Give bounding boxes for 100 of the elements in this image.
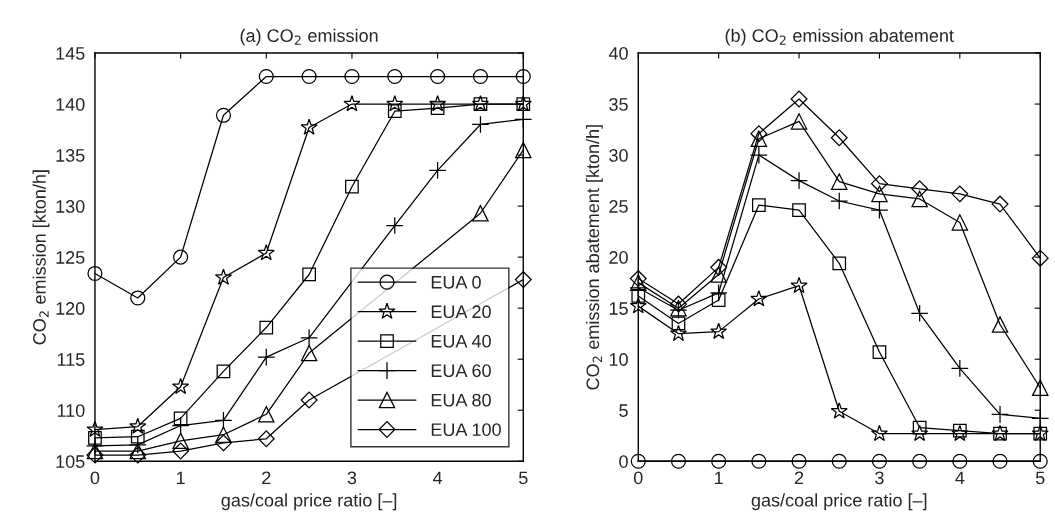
y-tick-label: 0 [619,455,628,468]
y-tick-label: 125 [56,251,85,264]
point [991,405,1009,424]
point [172,377,190,395]
point [671,316,686,331]
point [751,198,766,212]
point [831,453,847,469]
point [630,453,646,469]
legend-label: EUA 0 [431,275,481,289]
point [950,359,969,378]
y-tick-label: 120 [56,302,85,315]
point [1031,379,1049,397]
point [387,68,403,85]
point [872,345,887,359]
y-tick-label: 5 [619,404,628,417]
point [87,265,103,282]
y-tick-label: 145 [56,47,85,60]
point [991,195,1009,213]
y-tick-label: 10 [609,353,628,366]
point [669,324,688,342]
point [343,95,361,112]
point [128,435,147,454]
point [129,442,147,460]
point [215,426,232,443]
point [430,101,445,116]
point [1031,249,1049,267]
point [257,348,276,367]
point [871,453,888,469]
x-axis-title: gas/coal price ratio [–] [221,493,397,511]
point [258,406,275,423]
y-tick-label: 130 [56,200,85,213]
y-tick-label: 115 [57,353,85,366]
point [830,129,848,147]
point [129,446,147,464]
x-tick-label: 3 [875,471,884,485]
point [257,244,275,261]
point [214,268,232,285]
point [88,430,102,445]
point [830,402,848,419]
point [871,185,888,203]
point [215,107,232,123]
x-tick-label: 0 [633,471,643,485]
point [171,416,190,435]
point [670,453,687,469]
point [709,283,728,302]
point [790,171,809,190]
point [870,201,889,220]
legend-label: EUA 40 [431,334,491,348]
legend-label: EUA 80 [431,393,491,407]
point [629,270,647,288]
point [629,297,647,314]
point [86,442,104,460]
point [870,175,888,193]
point [300,344,318,362]
point [711,293,726,307]
point [750,290,768,307]
point [951,214,969,231]
point [951,185,969,203]
y-tick-label: 105 [56,455,85,468]
point [749,146,768,165]
y-axis-title: CO$_{2}$ emission abatement [kton/h] [585,125,603,390]
point [630,274,647,291]
x-tick-label: 5 [518,471,528,485]
point [515,68,531,85]
point [216,364,231,379]
point [259,320,274,335]
x-tick-label: 2 [794,471,804,485]
y-axis-title: CO$_{2}$ emission [kton/h] [32,170,50,345]
point [130,429,145,444]
y-tick-label: 140 [56,98,85,111]
point [790,113,808,130]
point [751,453,767,469]
y-tick-label: 30 [609,149,628,162]
x-tick-label: 4 [955,471,965,485]
point [430,68,446,85]
y-tick-label: 20 [609,251,628,264]
legend-label: EUA 100 [431,423,501,436]
point [951,424,969,442]
chart-title: (b) CO$_{2}$ emission abatement [725,28,954,46]
point [514,271,532,289]
x-tick-label: 3 [347,471,357,485]
point [631,289,646,303]
y-tick-label: 25 [609,200,628,213]
point [385,216,404,235]
point [472,68,489,85]
point [472,204,489,222]
point [790,90,808,108]
point [912,453,928,469]
point [173,411,188,426]
point [515,141,532,159]
point [911,180,929,198]
y-tick-label: 15 [609,302,628,315]
point [750,125,768,143]
point [300,391,318,409]
point [300,328,319,347]
point [300,118,318,135]
point [130,290,146,306]
point [1032,453,1048,469]
point [711,453,727,469]
point [832,256,847,271]
